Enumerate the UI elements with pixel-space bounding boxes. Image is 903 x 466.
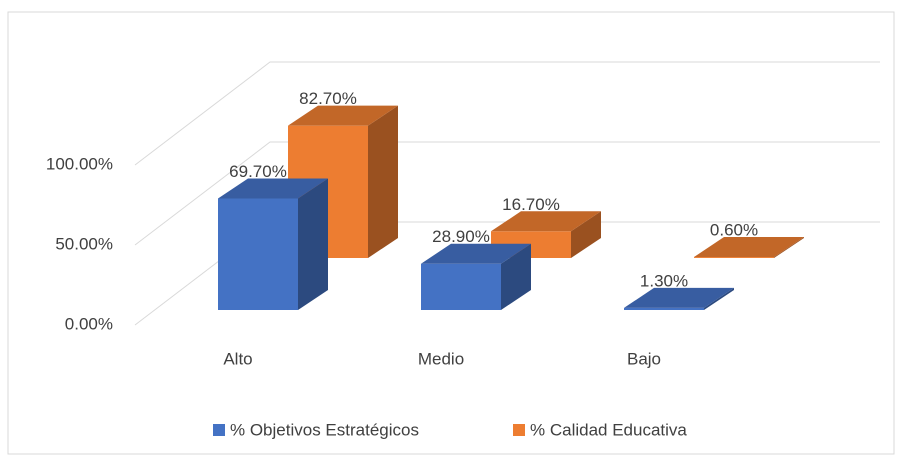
data-label: 0.60% (710, 221, 758, 240)
bar-top (288, 105, 398, 126)
y-tick-label: 100.00% (46, 154, 113, 173)
bar-top (624, 287, 734, 308)
data-label: 16.70% (502, 195, 560, 214)
bar-front (218, 198, 298, 310)
bar-side (298, 178, 328, 310)
grid-line (134, 61, 880, 166)
x-tick-label: Bajo (627, 349, 661, 368)
bar-front (624, 307, 704, 310)
legend-label: % Objetivos Estratégicos (230, 420, 419, 439)
bar-side (571, 211, 601, 258)
bar-top (491, 211, 601, 232)
bar-front (421, 263, 501, 310)
chart-border (7, 11, 895, 455)
bar-side (368, 105, 398, 259)
legend-swatch (213, 424, 225, 436)
bar-side (704, 287, 734, 310)
grid-line (134, 141, 880, 246)
y-tick-label: 0.00% (65, 314, 113, 333)
bar-top (421, 243, 531, 264)
data-label: 28.90% (432, 227, 490, 246)
bar-top (218, 178, 328, 199)
data-label: 82.70% (299, 89, 357, 108)
x-tick-label: Alto (223, 349, 252, 368)
legend-swatch (513, 424, 525, 436)
x-tick-label: Medio (418, 349, 464, 368)
bar-side (501, 243, 531, 310)
y-tick-label: 50.00% (55, 234, 113, 253)
data-label: 1.30% (640, 271, 688, 290)
legend-label: % Calidad Educativa (530, 420, 687, 439)
bar-top (694, 237, 804, 258)
data-label: 69.70% (229, 162, 287, 181)
bar-front (694, 257, 774, 258)
bar-side (774, 237, 804, 258)
